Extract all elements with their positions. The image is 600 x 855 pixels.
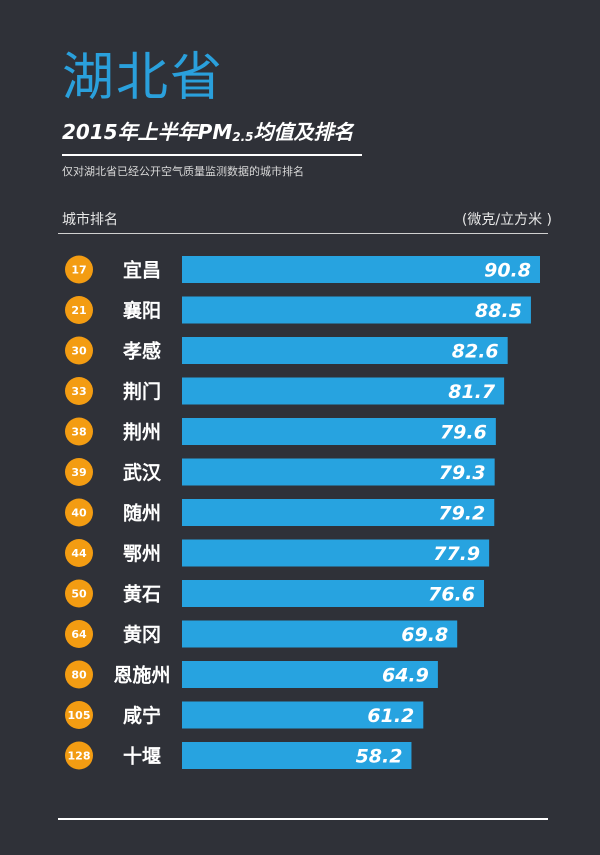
rank-badge: [65, 579, 93, 608]
rank-label: 38: [71, 426, 86, 439]
city-label: 十堰: [123, 745, 161, 768]
bar: [182, 661, 438, 688]
city-label: 宜昌: [123, 259, 161, 282]
rank-badge: [65, 336, 93, 365]
rank-badge: [65, 620, 93, 648]
city-label: 襄阳: [122, 299, 161, 322]
chart-description: 仅对湖北省已经公开空气质量监测数据的城市排名: [62, 165, 304, 178]
value-label: 58.2: [356, 746, 403, 768]
column-header-unit: (微克/立方米 ): [461, 212, 552, 228]
city-label: 黄石: [123, 583, 161, 606]
value-label: 64.9: [382, 665, 429, 687]
rank-badge: [65, 458, 93, 486]
city-label: 荆门: [123, 380, 161, 403]
value-label: 79.2: [438, 503, 485, 525]
value-label: 90.8: [484, 260, 531, 282]
bar: [182, 458, 495, 486]
bar: [182, 580, 485, 607]
rank-label: 80: [71, 669, 87, 682]
bar: [182, 499, 495, 526]
city-label: 孝感: [123, 340, 161, 363]
city-label: 咸宁: [123, 704, 161, 727]
city-label: 随州: [123, 502, 161, 525]
city-label: 鄂州: [123, 543, 161, 565]
rank-label: 40: [71, 507, 87, 520]
city-label: 武汉: [123, 462, 162, 484]
rank-label: 39: [71, 466, 86, 479]
bar: [182, 377, 505, 405]
value-label: 61.2: [367, 705, 414, 727]
value-label: 88.5: [475, 300, 522, 322]
rank-label: 128: [68, 750, 91, 763]
rank-label: 17: [71, 264, 86, 277]
subtitle-main: 2015年上半年PM: [62, 120, 233, 144]
subtitle-tail: 均值及排名: [253, 120, 354, 144]
subtitle-underline: [62, 154, 362, 156]
bar: [182, 620, 458, 648]
rank-badge: [65, 296, 93, 324]
page-title: 湖北省: [62, 48, 225, 108]
header-divider: [58, 233, 548, 234]
rank-badge: [65, 741, 93, 770]
bar: [182, 296, 531, 324]
value-label: 82.6: [452, 341, 499, 363]
rank-label: 105: [68, 709, 91, 722]
value-label: 79.3: [439, 462, 486, 484]
rank-label: 33: [71, 385, 86, 398]
rank-badge: [65, 701, 93, 729]
value-label: 77.9: [433, 543, 480, 565]
column-header-ranking: 城市排名: [62, 212, 118, 228]
rank-badge: [65, 498, 93, 527]
city-label: 恩施州: [113, 664, 170, 687]
rank-badge: [65, 539, 93, 567]
bar: [182, 701, 424, 729]
value-label: 79.6: [440, 422, 487, 444]
value-label: 81.7: [448, 381, 496, 403]
rank-label: 30: [71, 345, 87, 358]
rank-badge: [65, 377, 93, 405]
value-label: 69.8: [401, 624, 448, 646]
city-label: 荆州: [123, 421, 161, 444]
subtitle-subscript: 2.5: [232, 130, 254, 144]
rank-badge: [65, 255, 93, 284]
rank-label: 44: [71, 547, 87, 560]
bar: [182, 539, 490, 567]
value-label: 76.6: [428, 584, 475, 606]
rank-label: 64: [71, 628, 87, 641]
footer-divider: [58, 818, 548, 820]
city-label: 黄冈: [123, 623, 161, 646]
bar: [182, 418, 496, 445]
bar: [182, 742, 412, 769]
rank-label: 50: [71, 588, 87, 601]
chart-subtitle: 2015年上半年PM2.5均值及排名: [62, 120, 362, 156]
bar: [182, 337, 508, 364]
rank-label: 21: [71, 304, 86, 317]
rank-badge: [65, 417, 93, 446]
bar: [182, 256, 540, 283]
rank-badge: [65, 660, 93, 689]
